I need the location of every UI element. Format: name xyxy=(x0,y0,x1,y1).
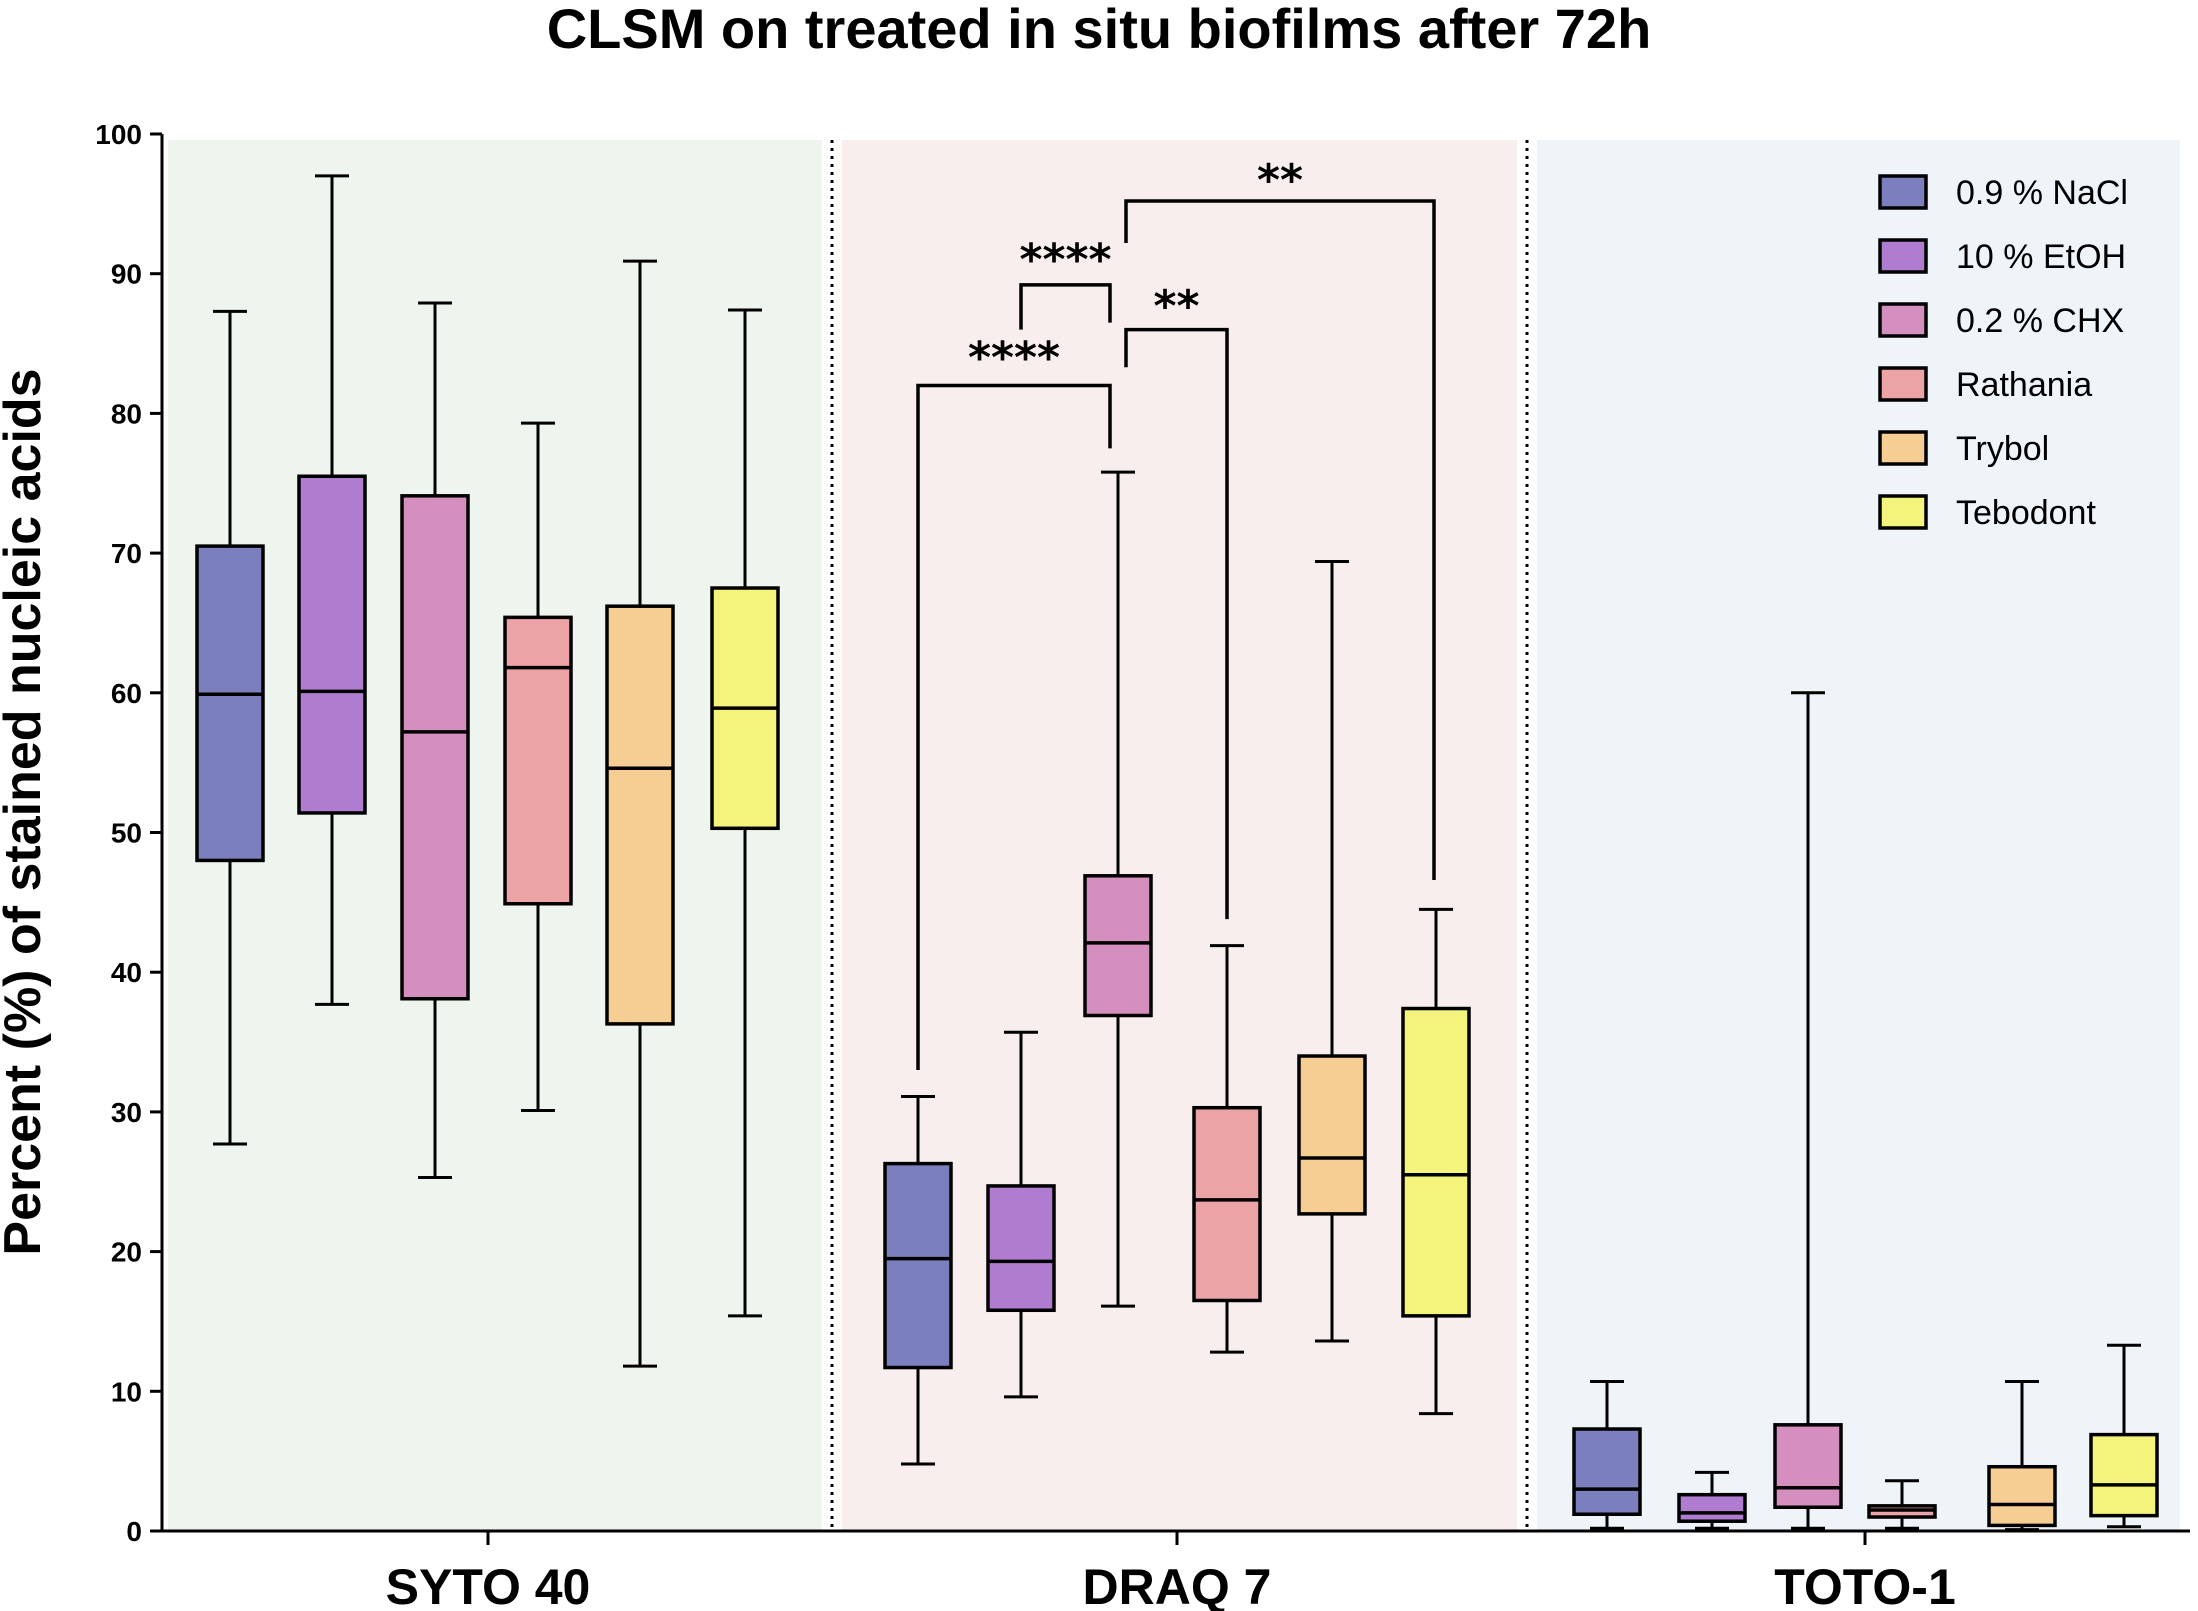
box-10-etoh xyxy=(986,1030,1056,1399)
significance-label: ** xyxy=(1257,155,1303,206)
group-background xyxy=(1537,140,2180,1531)
significance-annotations: ************ xyxy=(916,155,1436,1070)
box-iqr xyxy=(1192,1105,1262,1303)
box-rathania xyxy=(1192,944,1262,1354)
chart-title: CLSM on treated in situ biofilms after 7… xyxy=(547,0,1652,60)
box-0-9-nacl xyxy=(195,309,265,1146)
significance-label: **** xyxy=(1019,235,1111,286)
y-tick-label: 0 xyxy=(126,1516,142,1547)
legend-swatch xyxy=(1878,302,1928,338)
legend-swatch xyxy=(1878,366,1928,402)
box-0-9-nacl xyxy=(883,1095,953,1466)
box-iqr xyxy=(1401,1006,1471,1318)
x-group-label: DRAQ 7 xyxy=(1083,1559,1272,1611)
y-tick-label: 100 xyxy=(95,119,142,150)
x-group-label: TOTO-1 xyxy=(1774,1559,1956,1611)
bracket-line xyxy=(1124,327,1229,920)
y-axis-label: Percent (%) of stained nucleic acids xyxy=(0,368,52,1255)
significance-bracket: **** xyxy=(916,333,1112,1070)
y-tick-label: 20 xyxy=(111,1237,142,1268)
legend-item: 10 % EtOH xyxy=(1878,238,2126,276)
significance-label: ** xyxy=(1153,281,1199,332)
legend-item: Trybol xyxy=(1878,430,2049,468)
y-tick-label: 30 xyxy=(111,1097,142,1128)
legend-swatch xyxy=(1878,238,1928,274)
significance-bracket: ** xyxy=(1124,281,1229,920)
legend-item: Rathania xyxy=(1878,366,2092,404)
significance-bracket: ** xyxy=(1124,155,1436,880)
legend-label: Tebodont xyxy=(1956,494,2096,532)
bracket-line xyxy=(1019,283,1112,330)
box-iqr xyxy=(1297,1054,1367,1216)
box-iqr xyxy=(1773,1423,1843,1510)
box-0-2-chx xyxy=(1083,470,1153,1308)
group-background xyxy=(168,140,822,1531)
y-tick-label: 10 xyxy=(111,1376,142,1407)
box-iqr xyxy=(297,474,367,815)
significance-bracket: **** xyxy=(1019,235,1112,330)
box-trybol xyxy=(1297,559,1367,1343)
box-0-9-nacl xyxy=(1572,1380,1642,1530)
box-10-etoh xyxy=(1677,1470,1747,1530)
y-tick-label: 80 xyxy=(111,398,142,429)
bracket-line xyxy=(916,383,1112,1070)
box-0-2-chx xyxy=(1773,691,1843,1530)
y-tick-label: 60 xyxy=(111,678,142,709)
bracket-line xyxy=(1124,199,1436,880)
box-iqr xyxy=(883,1161,953,1370)
box-tebodont xyxy=(2089,1343,2159,1529)
box-trybol xyxy=(605,259,675,1368)
legend-label: 0.2 % CHX xyxy=(1956,302,2124,340)
legend-label: Rathania xyxy=(1956,366,2092,404)
legend-item: 0.2 % CHX xyxy=(1878,302,2124,340)
box-iqr xyxy=(400,494,470,1001)
legend-swatch xyxy=(1878,494,1928,530)
legend-swatch xyxy=(1878,174,1928,210)
legend-item: 0.9 % NaCl xyxy=(1878,174,2128,212)
box-tebodont xyxy=(1401,907,1471,1416)
box-iqr xyxy=(1083,874,1153,1018)
y-axis: 0 10 20 30 40 50 60 70 80 90 100 xyxy=(95,119,164,1547)
box-10-etoh xyxy=(297,174,367,1006)
box-iqr xyxy=(1987,1464,2057,1528)
x-axis: SYTO 40 DRAQ 7 TOTO-1 xyxy=(162,1529,2190,1611)
box-iqr xyxy=(1677,1492,1747,1523)
x-group-label: SYTO 40 xyxy=(386,1559,591,1611)
legend-label: 10 % EtOH xyxy=(1956,238,2126,276)
y-tick-label: 40 xyxy=(111,957,142,988)
box-iqr xyxy=(195,544,265,863)
box-iqr xyxy=(2089,1432,2159,1518)
legend-label: Trybol xyxy=(1956,430,2049,468)
box-rathania xyxy=(503,421,573,1113)
box-tebodont xyxy=(710,308,780,1318)
box-iqr xyxy=(1572,1427,1642,1516)
significance-label: **** xyxy=(968,333,1060,384)
y-tick-label: 70 xyxy=(111,538,142,569)
box-iqr xyxy=(503,615,573,906)
legend: 0.9 % NaCl 10 % EtOH 0.2 % CHX Rathania Tryb… xyxy=(1878,174,2128,532)
box-iqr xyxy=(986,1184,1056,1313)
box-iqr xyxy=(605,604,675,1026)
box-rathania xyxy=(1867,1479,1937,1530)
box-series xyxy=(195,174,2159,1532)
legend-label: 0.9 % NaCl xyxy=(1956,174,2128,212)
legend-item: Tebodont xyxy=(1878,494,2096,532)
legend-swatch xyxy=(1878,430,1928,466)
y-tick-label: 90 xyxy=(111,259,142,290)
y-tick-label: 50 xyxy=(111,818,142,849)
box-0-2-chx xyxy=(400,301,470,1180)
box-trybol xyxy=(1987,1380,2057,1532)
group-backgrounds xyxy=(168,140,2180,1531)
